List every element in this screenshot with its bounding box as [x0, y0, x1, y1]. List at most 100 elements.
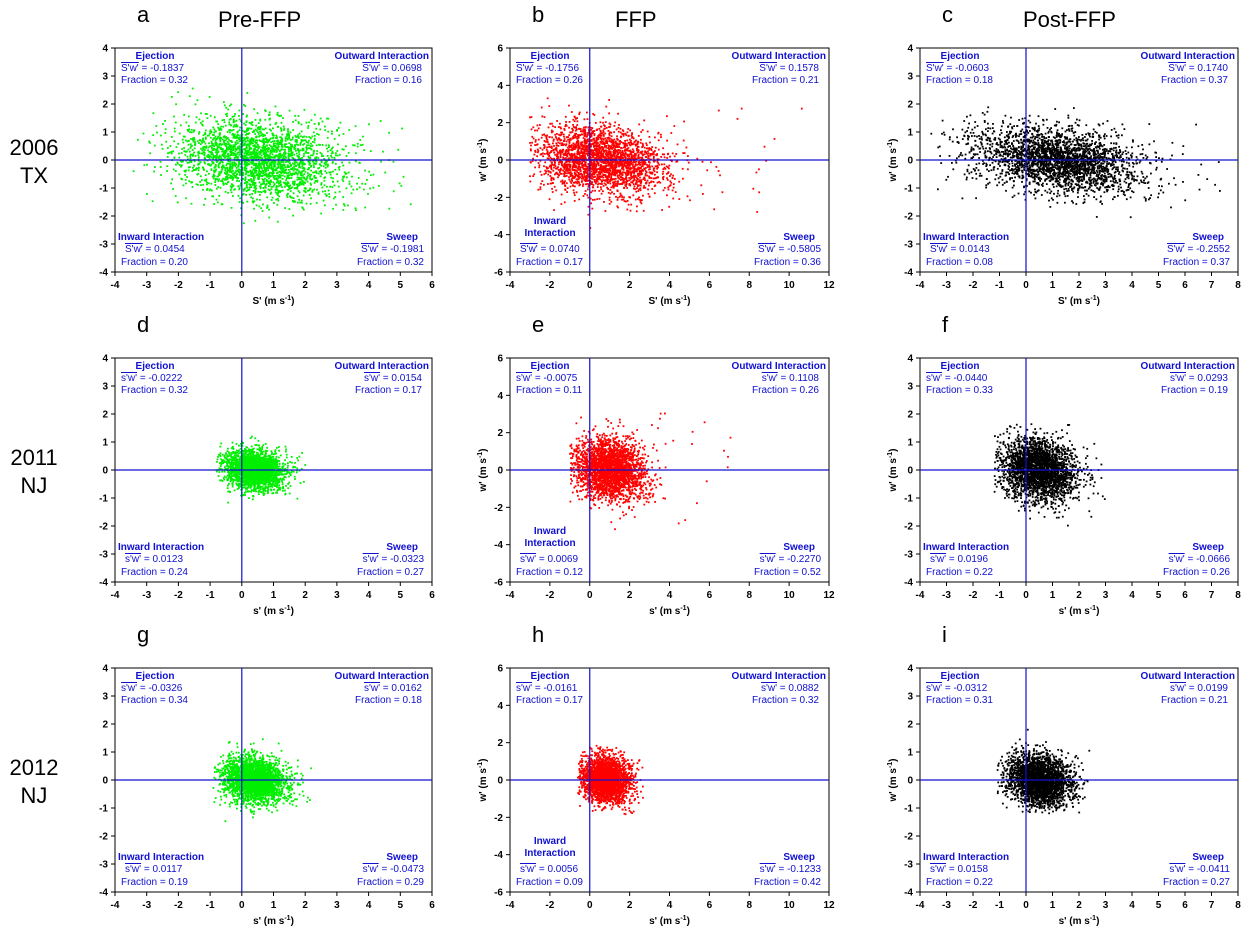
scatter-point: [651, 171, 654, 174]
scatter-point: [306, 147, 308, 150]
scatter-point: [657, 166, 659, 169]
scatter-point: [253, 148, 255, 150]
scatter-point: [295, 186, 298, 189]
scatter-point: [236, 136, 239, 139]
scatter-point: [286, 175, 289, 177]
scatter-point: [301, 163, 304, 166]
scatter-point: [628, 179, 630, 182]
scatter-point: [223, 153, 225, 155]
scatter-point: [548, 146, 550, 148]
scatter-point: [234, 165, 237, 167]
scatter-point: [153, 170, 155, 173]
scatter-point: [584, 190, 587, 192]
scatter-point: [548, 198, 551, 201]
scatter-point: [308, 136, 311, 138]
scatter-point: [655, 154, 657, 156]
scatter-point: [237, 142, 239, 144]
scatter-point: [286, 196, 289, 198]
scatter-point: [648, 177, 651, 179]
scatter-point: [286, 181, 289, 183]
scatter-point: [293, 163, 296, 166]
scatter-point: [532, 126, 535, 129]
scatter-point: [302, 136, 304, 139]
scatter-point: [573, 165, 576, 168]
scatter-point: [669, 184, 672, 186]
scatter-point: [554, 126, 556, 128]
scatter-point: [300, 161, 303, 164]
scatter-point: [190, 153, 193, 156]
scatter-point: [300, 135, 302, 138]
scatter-point: [230, 183, 233, 186]
scatter-point: [266, 175, 268, 178]
scatter-point: [669, 180, 672, 183]
scatter-point: [257, 147, 260, 149]
scatter-point: [258, 167, 260, 170]
scatter-points: [529, 97, 803, 229]
scatter-point: [308, 147, 311, 149]
scatter-point: [245, 115, 248, 118]
scatter-point: [203, 203, 205, 206]
scatter-point: [638, 188, 640, 191]
scatter-point: [202, 137, 204, 140]
scatter-point: [609, 170, 612, 173]
scatter-point: [234, 162, 236, 165]
scatter-point: [247, 129, 250, 131]
scatter-point: [254, 148, 257, 150]
scatter-point: [307, 147, 310, 150]
scatter-point: [225, 176, 228, 179]
scatter-point: [242, 174, 245, 177]
scatter-point: [331, 150, 334, 153]
scatter-point: [563, 143, 566, 146]
scatter-point: [351, 175, 353, 178]
scatter-point: [278, 184, 281, 187]
scatter-point: [326, 163, 329, 166]
scatter-point: [273, 178, 276, 180]
scatter-point: [226, 167, 229, 170]
scatter-point: [648, 148, 651, 151]
scatter-point: [255, 124, 258, 127]
scatter-point: [269, 128, 271, 131]
scatter-point: [215, 151, 217, 154]
scatter-point: [229, 150, 232, 152]
scatter-point: [190, 145, 192, 148]
scatter-point: [313, 175, 316, 177]
scatter-point: [562, 156, 565, 159]
scatter-point: [281, 146, 283, 148]
scatter-point: [269, 123, 271, 126]
scatter-point: [622, 171, 625, 174]
scatter-point: [587, 196, 590, 199]
scatter-point: [600, 188, 603, 191]
scatter-point: [614, 183, 617, 185]
scatter-point: [573, 191, 575, 194]
scatter-point: [561, 179, 564, 182]
scatter-point: [232, 147, 235, 150]
scatter-point: [568, 134, 571, 136]
scatter-point: [253, 164, 255, 166]
scatter-point: [214, 156, 217, 159]
scatter-point: [213, 145, 215, 147]
scatter-point: [547, 126, 550, 129]
scatter-point: [316, 188, 318, 191]
scatter-point: [553, 145, 555, 147]
scatter-point: [260, 125, 262, 128]
scatter-point: [218, 162, 221, 165]
scatter-point: [536, 155, 538, 158]
scatter-point: [198, 131, 201, 133]
scatter-point: [254, 182, 256, 185]
scatter-point: [228, 138, 230, 141]
scatter-point: [259, 170, 262, 173]
scatter-point: [193, 169, 195, 171]
scatter-point: [323, 158, 326, 160]
scatter-point: [181, 164, 183, 167]
scatter-point: [210, 156, 213, 159]
scatter-point: [282, 167, 285, 169]
scatter-point: [288, 134, 291, 136]
scatter-point: [611, 191, 613, 194]
scatter-point: [284, 155, 287, 158]
scatter-point: [226, 170, 229, 173]
scatter-point: [170, 96, 173, 98]
scatter-point: [610, 200, 613, 203]
scatter-point: [334, 162, 337, 165]
scatter-point: [214, 141, 217, 144]
scatter-point: [175, 103, 177, 106]
